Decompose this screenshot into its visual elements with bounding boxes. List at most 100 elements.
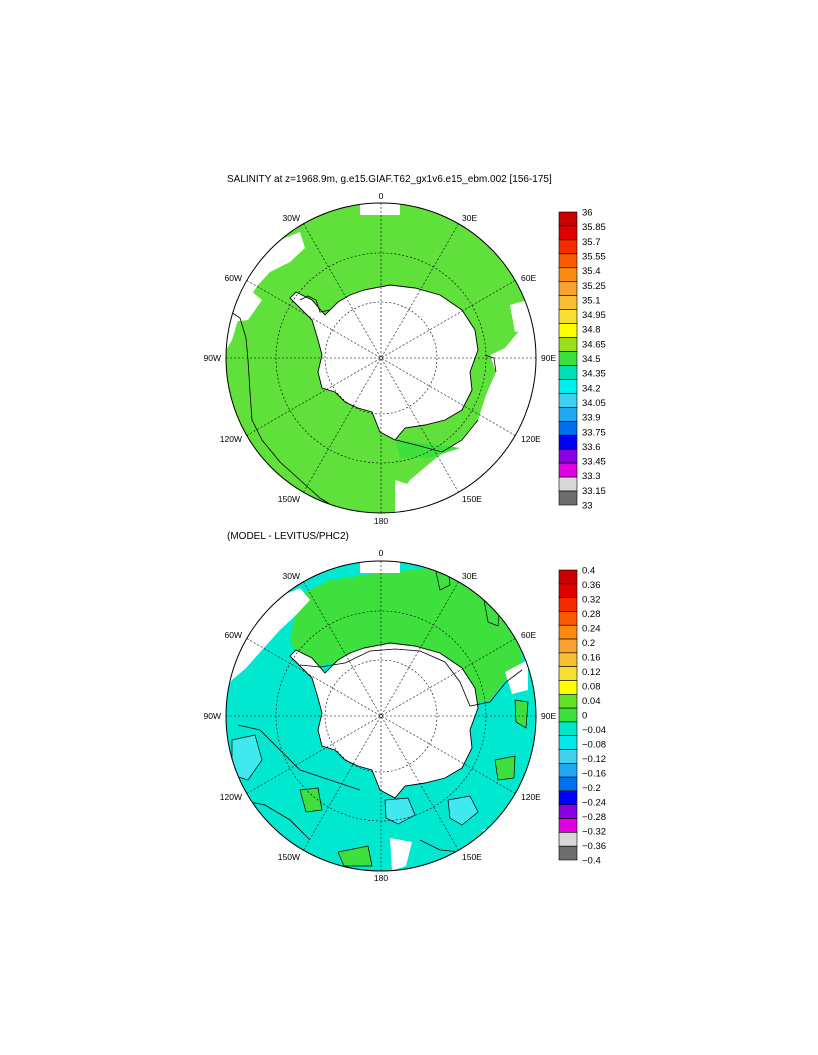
colorbar-label: 0.08	[582, 682, 601, 693]
lon-label: 90W	[204, 353, 221, 363]
colorbar-label: 35.25	[582, 281, 606, 292]
colorbar-swatch	[558, 763, 578, 778]
lon-label: 90W	[204, 711, 221, 721]
colorbar-swatch	[558, 652, 578, 667]
lon-label: 60E	[521, 630, 536, 640]
colorbar-swatch	[558, 365, 578, 380]
colorbar-label: 33.9	[582, 413, 601, 424]
colorbar-swatch	[558, 583, 578, 598]
colorbar-label: 35.85	[582, 222, 606, 233]
lon-label: 120W	[220, 792, 242, 802]
panel-title-salinity: SALINITY at z=1968.9m, g.e15.GIAF.T62_gx…	[227, 174, 552, 185]
colorbar-swatch	[558, 239, 578, 255]
colorbar-swatch	[558, 597, 578, 612]
colorbar-swatch	[558, 790, 578, 806]
colorbar-label: 0.36	[582, 580, 601, 591]
colorbar-swatch	[558, 735, 578, 750]
colorbar-swatch	[558, 407, 578, 422]
colorbar-label: 35.7	[582, 237, 601, 248]
colorbar-label: 34.2	[582, 383, 601, 394]
colorbar-swatch	[558, 845, 578, 861]
lon-label: 0	[379, 191, 384, 201]
lon-label: 150W	[278, 494, 300, 504]
colorbar-swatch	[558, 569, 578, 585]
colorbar-label: −0.08	[582, 740, 606, 751]
lon-label: 30E	[462, 571, 477, 581]
colorbar-swatch	[558, 804, 578, 819]
colorbar-swatch	[558, 253, 578, 269]
colorbar-swatch	[558, 393, 578, 408]
lon-label: 120E	[521, 792, 541, 802]
colorbar-swatch	[558, 707, 578, 723]
colorbar-label: 33.75	[582, 427, 606, 438]
colorbar-label: 34.35	[582, 369, 606, 380]
colorbar-swatch	[558, 721, 578, 737]
colorbar-swatch	[558, 295, 578, 310]
colorbar-swatch	[558, 693, 578, 709]
colorbar-swatch	[558, 351, 578, 366]
colorbar-swatch	[558, 680, 578, 695]
colorbar-salinity: 36 35.85 35.7 35.55 35.4 35.25 35.1 34.95 34.8 34…	[558, 208, 606, 512]
colorbar-label: 36	[582, 208, 593, 219]
colorbar-label: 34.05	[582, 398, 606, 409]
lon-label: 0	[379, 548, 384, 558]
colorbar-label: 0.12	[582, 667, 601, 678]
colorbar-swatch	[558, 832, 578, 847]
lon-label: 90E	[541, 353, 556, 363]
colorbar-label: −0.24	[582, 798, 606, 809]
colorbar-label: 35.4	[582, 266, 601, 277]
lon-label: 60W	[225, 273, 242, 283]
colorbar-label: −0.36	[582, 841, 606, 852]
lon-label: 180	[374, 516, 388, 526]
lon-labels-salinity: 0 30E 60E 90E 120E 150E 180 150W 120W 90…	[204, 191, 557, 526]
colorbar-label: 34.5	[582, 354, 601, 365]
colorbar-label: 33.3	[582, 471, 601, 482]
colorbar-swatch	[558, 379, 578, 394]
colorbar-label: 35.55	[582, 251, 606, 262]
colorbar-label: 0.28	[582, 609, 601, 620]
panel-title-difference: (MODEL - LEVITUS/PHC2)	[227, 531, 349, 542]
lon-label: 90E	[541, 711, 556, 721]
colorbar-label: 0.16	[582, 653, 601, 664]
colorbar-swatch	[558, 434, 578, 450]
colorbar-label: 33.6	[582, 442, 601, 453]
colorbar-swatch	[558, 448, 578, 464]
lon-label: 30W	[283, 213, 300, 223]
colorbar-label: 0.4	[582, 566, 595, 577]
colorbar-swatch	[558, 666, 578, 681]
colorbar-swatch	[558, 749, 578, 764]
colorbar-label: 0	[582, 711, 587, 722]
colorbar-swatch	[558, 638, 578, 654]
colorbar-label: 35.1	[582, 295, 601, 306]
colorbar-swatch	[558, 323, 578, 338]
colorbar-label: −0.04	[582, 725, 606, 736]
colorbar-label: −0.2	[582, 783, 601, 794]
colorbar-swatch	[558, 776, 578, 792]
colorbar-swatch	[558, 309, 578, 324]
colorbar-label: 0.32	[582, 595, 601, 606]
lon-label: 60W	[225, 630, 242, 640]
colorbar-swatch	[558, 225, 578, 241]
lon-label: 150E	[462, 494, 482, 504]
lon-label: 60E	[521, 273, 536, 283]
difference-map	[225, 560, 537, 872]
colorbar-label: 33	[582, 501, 593, 512]
colorbar-swatch	[558, 211, 578, 227]
colorbar-label: −0.4	[582, 856, 601, 867]
colorbar-label: −0.32	[582, 827, 606, 838]
colorbar-label: 34.95	[582, 310, 606, 321]
colorbar-swatch	[558, 490, 578, 506]
colorbar-label: −0.12	[582, 754, 606, 765]
colorbar-swatch	[558, 420, 578, 436]
lon-label: 180	[374, 873, 388, 883]
colorbar-swatch	[558, 476, 578, 492]
colorbar-label: 0.2	[582, 638, 595, 649]
lon-label: 120W	[220, 434, 242, 444]
colorbar-label: 33.15	[582, 486, 606, 497]
colorbar-swatch	[558, 337, 578, 352]
colorbar-swatch	[558, 267, 578, 283]
colorbar-swatch	[558, 462, 578, 478]
colorbar-difference: 0.4 0.36 0.32 0.28 0.24 0.2 0.16 0.12 0.08 0.04 0 −…	[558, 566, 606, 867]
colorbar-swatch	[558, 611, 578, 626]
lon-label: 120E	[521, 434, 541, 444]
